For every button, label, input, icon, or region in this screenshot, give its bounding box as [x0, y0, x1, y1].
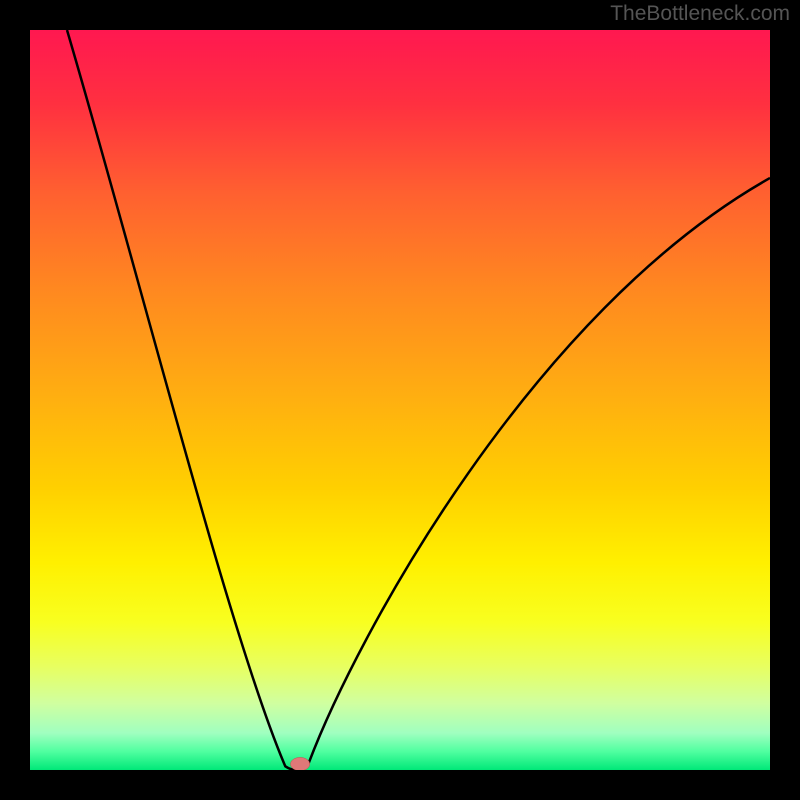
chart-container: TheBottleneck.com: [0, 0, 800, 800]
watermark-text: TheBottleneck.com: [610, 2, 790, 26]
optimal-point-marker: [290, 757, 309, 770]
gradient-background: [30, 30, 770, 770]
bottleneck-chart: [0, 0, 800, 800]
